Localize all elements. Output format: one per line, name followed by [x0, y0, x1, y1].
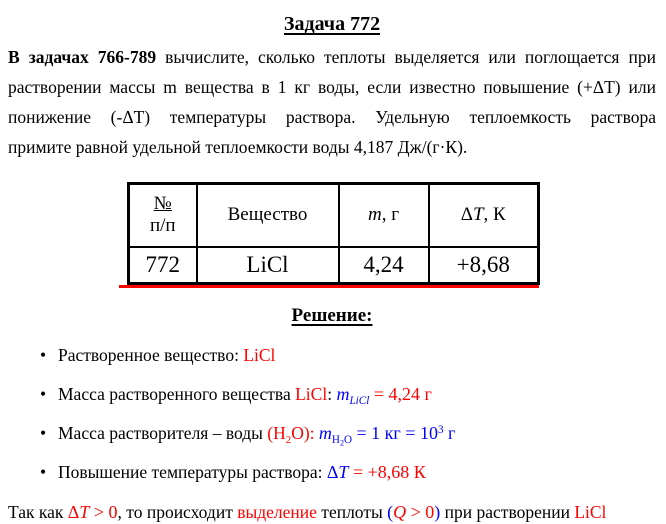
text-run: понижение (-ΔT) температуры раствора. Уд…	[8, 107, 656, 127]
delta-t-formula: ΔT = +8,68 К	[327, 462, 426, 482]
text-run: Растворенное вещество:	[58, 345, 244, 365]
text-run: Повышение температуры раствора:	[58, 462, 327, 482]
delta-symbol: Δ	[326, 462, 339, 482]
solution-heading: Решение:	[8, 305, 656, 327]
substance-value: LiCl	[295, 384, 328, 404]
paren-close: )	[434, 502, 441, 522]
text-run: Так как	[8, 502, 68, 522]
formula-value: = +8,68 К	[348, 462, 426, 482]
formula-value: > 0	[406, 502, 435, 522]
list-item-substance-mass: Масса растворенного вещества LiCl: mLiCl…	[40, 382, 656, 406]
header-mass: m, г	[337, 182, 430, 248]
text-run: , то происходит	[117, 502, 238, 522]
text-run: при растворении	[440, 502, 575, 522]
text-run: H	[331, 433, 340, 446]
data-table: № п/п Вещество m, г ΔT, К 772 LiCl 4,24 +…	[127, 182, 540, 285]
text-run: :	[327, 384, 337, 404]
formula-subscript: 2	[285, 433, 292, 446]
table-header-row: № п/п Вещество m, г ΔT, К	[127, 182, 540, 248]
formula-value: = 1 кг = 10	[352, 423, 438, 443]
substance-value: LiCl	[243, 345, 276, 365]
temp-var: T	[472, 204, 484, 226]
list-item-temperature-rise: Повышение температуры раствора: ΔT = +8,…	[40, 460, 656, 484]
temp-unit: , К	[483, 204, 506, 226]
list-item-solvent-mass: Масса растворителя – воды (H2O): mH2O = …	[40, 421, 656, 448]
text-run: O	[343, 433, 353, 446]
solution-list: Растворенное вещество: LiCl Масса раство…	[40, 343, 656, 484]
solution-heading-text: Решение:	[291, 305, 373, 326]
text-run: примите равной удельной теплоемкости вод…	[8, 137, 468, 157]
sub-subscript: 2	[339, 438, 344, 448]
red-underline	[119, 285, 539, 288]
q-condition: (Q > 0)	[387, 502, 440, 522]
substance-value: LiCl	[574, 502, 607, 522]
delta-t-var: ΔT	[327, 462, 349, 482]
formula-value: > 0	[89, 502, 118, 522]
cell-number: 772	[127, 245, 198, 285]
page-title-text: Задача 772	[283, 13, 381, 35]
text-run: растворении массы m вещества в 1 кг воды…	[8, 77, 656, 97]
formula-superscript: 3	[437, 423, 444, 436]
intro-line: В задачах 766-789 вычислите, сколько теп…	[8, 42, 656, 72]
mass-formula: mLiCl = 4,24 г	[336, 384, 432, 407]
conclusion-line: Так как ΔT > 0, то происходит выделение …	[8, 500, 656, 524]
text-run: Масса растворителя – воды	[58, 423, 268, 443]
intro-line: примите равной удельной теплоемкости вод…	[8, 132, 656, 162]
water-mass-formula: mH2O = 1 кг = 103 г	[318, 423, 456, 448]
header-delta-t: ΔT, К	[427, 182, 540, 248]
header-number-line2: п/п	[149, 215, 176, 237]
header-substance: Вещество	[195, 182, 340, 248]
intro-line: понижение (-ΔT) температуры раствора. Уд…	[8, 102, 656, 132]
mass-var: m	[367, 204, 382, 226]
formula-subscript: LiCl	[349, 394, 370, 407]
text-run: (H	[267, 423, 286, 443]
formula-unit: г	[443, 423, 456, 443]
water-formula-label: (H2O):	[267, 423, 319, 446]
formula-var-m: m	[318, 423, 332, 443]
intro-paragraph: В задачах 766-789 вычислите, сколько теп…	[8, 42, 656, 162]
header-number: № п/п	[127, 182, 198, 248]
mass-unit: , г	[381, 204, 400, 226]
heat-var-q: Q	[393, 502, 407, 522]
delta-symbol: Δ	[460, 204, 473, 226]
text-run: теплоты	[316, 502, 388, 522]
data-table-wrap: № п/п Вещество m, г ΔT, К 772 LiCl 4,24 +…	[8, 182, 656, 288]
cell-mass: 4,24	[337, 245, 430, 285]
formula-subscript: H2O	[331, 433, 353, 448]
cell-substance: LiCl	[195, 245, 340, 285]
text-run: вычислите, сколько теплоты выделяется ил…	[156, 47, 656, 67]
temp-var: T	[338, 462, 349, 482]
delta-symbol: Δ	[67, 502, 80, 522]
formula-value: = 4,24 г	[369, 384, 432, 404]
highlight-word: выделение	[237, 502, 317, 522]
delta-t-condition: ΔT > 0	[68, 502, 118, 522]
text-run: O):	[291, 423, 319, 443]
cell-delta-t: +8,68	[427, 245, 540, 285]
paren-open: (	[387, 502, 394, 522]
page-title: Задача 772	[8, 13, 656, 36]
temp-var: T	[79, 502, 90, 522]
numero-sign: №	[153, 193, 172, 215]
intro-bold-range: В задачах 766-789	[8, 47, 157, 67]
text-run: Масса растворенного вещества	[58, 384, 296, 404]
formula-var-m: m	[336, 384, 350, 404]
list-item-dissolved-substance: Растворенное вещество: LiCl	[40, 343, 656, 367]
intro-line: растворении массы m вещества в 1 кг воды…	[8, 72, 656, 102]
table-row: 772 LiCl 4,24 +8,68	[127, 245, 540, 285]
